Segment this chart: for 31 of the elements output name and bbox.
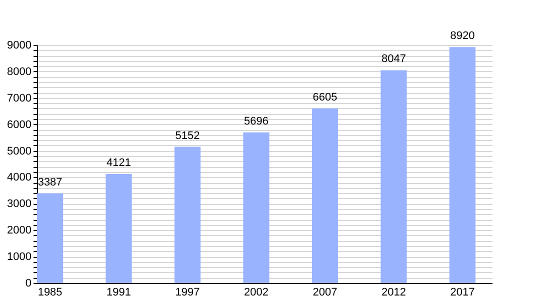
data-label: 4121 [106,157,132,170]
y-tick-label: 3000 [7,198,32,210]
y-tick-label: 4000 [7,172,32,184]
x-tick-label: 2017 [450,286,475,298]
y-tick-label: 7000 [7,92,32,104]
y-tick-label: 0 [25,278,32,290]
data-label: 3387 [38,176,62,188]
data-label: 8047 [381,53,406,66]
bar [106,174,132,283]
data-label: 5152 [175,130,200,142]
x-tick-label: 1997 [175,286,200,298]
y-tick-label: 9000 [7,40,32,52]
bar [449,47,476,283]
bar [174,146,201,283]
x-tick-label: 2012 [381,286,406,298]
bar [243,132,270,283]
x-tick-label: 1985 [38,286,62,298]
x-tick-label: 2007 [312,286,338,298]
x-tick-label: 1991 [106,286,132,298]
data-label: 5696 [244,115,268,128]
y-tick-label: 6000 [7,118,32,131]
bar [312,108,338,283]
data-label: 6605 [312,91,338,104]
y-tick-label: 5000 [7,145,32,158]
x-tick-label: 2002 [244,286,268,298]
y-tick-label: 8000 [7,66,32,78]
bar [37,193,64,283]
y-tick-label: 2000 [7,224,32,237]
y-tick-label: 1000 [7,251,32,264]
data-label: 8920 [450,30,475,42]
bar [380,70,407,283]
